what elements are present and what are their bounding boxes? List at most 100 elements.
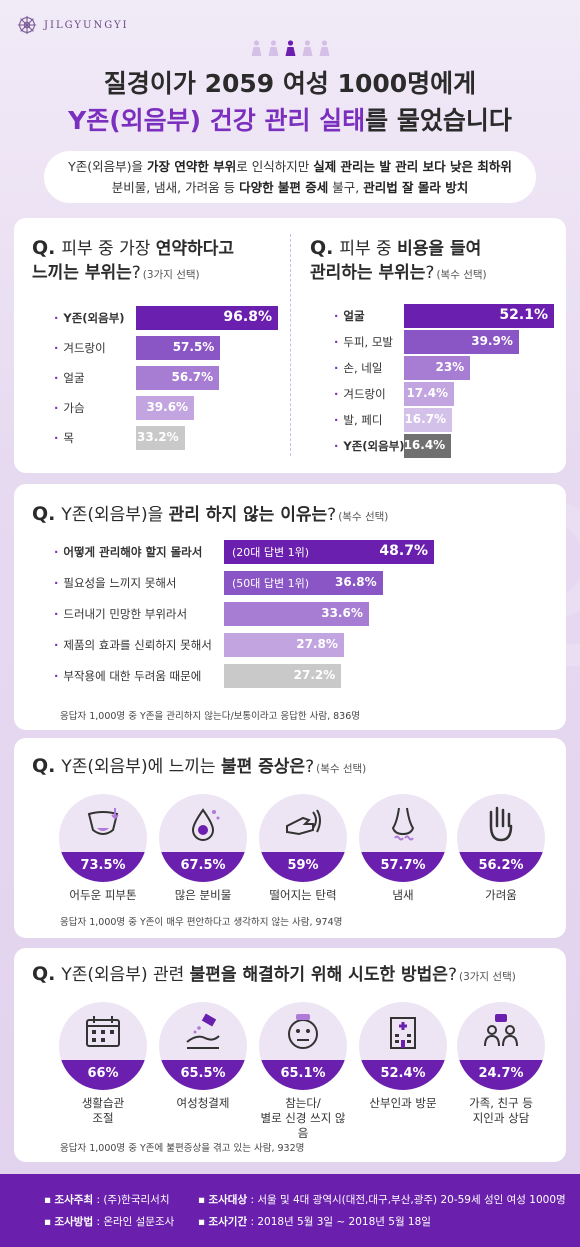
bar-category-text: 제품의 효과를 신뢰하지 못해서 (63, 638, 212, 652)
bullet-dot: · (54, 341, 59, 355)
percent-label: 65.5% (159, 1060, 247, 1090)
cleanser-icon (186, 1013, 220, 1049)
bar-category-label: · 어떻게 관리해야 할지 몰라서 (54, 544, 202, 560)
percent-label: 59% (259, 852, 347, 882)
bar-value-label: 57.5% (172, 340, 215, 354)
q3-note: (복수 선택) (338, 511, 389, 523)
footer-period: ▪ 조사기간 : 2018년 5월 3일 ~ 2018년 5월 18일 (198, 1216, 431, 1228)
bar-category-text: 얼굴 (343, 309, 365, 323)
percent-label: 24.7% (457, 1060, 545, 1090)
bar-category-text: 발, 페디 (343, 413, 383, 427)
bar-row: · 목 33.2% (54, 426, 278, 450)
q4-qmark: ? (305, 757, 315, 777)
bar-category-label: · 발, 페디 (334, 412, 382, 428)
icon-circle: 59% (259, 794, 347, 882)
icon-circle: 24.7% (457, 1002, 545, 1090)
q1-bold-2: 느끼는 부위는 (32, 263, 132, 283)
bullet-dot: · (334, 413, 339, 427)
q1-qmark: ? (131, 263, 141, 283)
icon-circle: 66% (59, 1002, 147, 1090)
summary-bold: 관리법 잘 몰라 방치 (363, 180, 469, 195)
q4-note: (복수 선택) (316, 763, 367, 775)
bar-category-label: · 가슴 (54, 400, 85, 416)
rank-tag: (50대 답변 1위) (232, 577, 310, 590)
bar-value-label: 56.7% (171, 370, 214, 384)
droplet-icon (191, 808, 220, 841)
chart-tried-solutions: 66% 생활습관 조절 65.5% 여성청결제 65.1% 참는다/별로 신경 쓰지 않음 5… (14, 1002, 566, 1142)
conversation-icon (484, 1014, 518, 1047)
bullet-dot: · (334, 387, 339, 401)
percent-label: 67.5% (159, 852, 247, 882)
summary-bold: 다양한 불편 증세 (239, 180, 329, 195)
bar: 57.5% (136, 336, 221, 360)
footer-value: 서울 및 4대 광역시(대전,대구,부산,광주) 20-59세 성인 여성 10… (257, 1194, 566, 1206)
bar-category-text: 드러내기 민망한 부위라서 (63, 607, 188, 621)
card-q5: Q. Y존(외음부) 관련 불편을 해결하기 위해 시도한 방법은? (3가지 선택… (14, 948, 566, 1162)
symptom-item: 67.5% 많은 분비물 (159, 794, 247, 903)
icon-circle: 73.5% (59, 794, 147, 882)
bar: 23% (404, 356, 471, 380)
bar-row: · Y존(외음부) 16.4% (334, 434, 554, 458)
q5-note: (3가지 선택) (458, 971, 516, 983)
q-mark: Q. (32, 755, 56, 777)
women-group-icon (250, 40, 331, 56)
bar-row: · 발, 페디 16.7% (334, 408, 554, 432)
bar: 33.2% (136, 426, 185, 450)
q5-footnote: 응답자 1,000명 중 Y존에 불편증상을 겪고 있는 사람, 932명 (60, 1143, 305, 1154)
bullet-dot: · (334, 335, 339, 349)
q5-qmark: ? (447, 965, 457, 985)
icon-caption: 여성청결제 (176, 1096, 230, 1110)
bar: (50대 답변 1위) 36.8% (224, 571, 383, 595)
symptom-item: 65.1% 참는다/별로 신경 쓰지 않음 (259, 1002, 347, 1141)
survey-info-footer: ▪ 조사주최 : (주)한국리서치 ▪ 조사방법 : 온라인 설문조사 ▪ 조사… (0, 1174, 580, 1247)
footer-key: 조사주최 (54, 1194, 94, 1206)
q2-bold: 비용을 들여 (397, 239, 482, 259)
bar-value-label: 52.1% (499, 307, 548, 323)
bar-value-label: 16.7% (404, 412, 447, 426)
bar-category-text: Y존(외음부) (343, 439, 405, 453)
title-rest: 를 물었습니다 (365, 106, 512, 135)
bar-row: · 부작용에 대한 두려움 때문에 27.2% (54, 664, 434, 688)
icon-caption: 많은 분비물 (174, 888, 232, 902)
bar-category-label: · 겨드랑이 (54, 340, 106, 356)
bullet-dot: · (54, 669, 59, 683)
bar-category-label: · Y존(외음부) (334, 438, 405, 454)
icon-circle: 52.4% (359, 1002, 447, 1090)
summary-bold: 가장 연약한 부위 (147, 159, 237, 174)
q3-text: Y존(외음부)을 (61, 505, 169, 525)
summary-text: 분비물, 냄새, 가려움 등 (111, 180, 240, 195)
flower-logo-icon (17, 15, 37, 35)
bullet-dot: · (54, 371, 59, 385)
q5-text: Y존(외음부) 관련 (61, 965, 190, 985)
icon-caption: 가려움 (485, 888, 517, 902)
footer-sponsor: ▪ 조사주최 : (주)한국리서치 (44, 1194, 170, 1206)
bar: 17.4% (404, 382, 455, 406)
summary-text: 로 인식하지만 (236, 159, 314, 174)
symptom-item: 73.5% 어두운 피부톤 (59, 794, 147, 903)
summary-line-1: Y존(외음부)을 가장 연약한 부위로 인식하지만 실제 관리는 발 관리 보다… (44, 156, 536, 177)
icon-caption: 산부인과 방문 (369, 1096, 437, 1110)
bar-value-label: 36.8% (335, 575, 377, 589)
symptom-item: 52.4% 산부인과 방문 (359, 1002, 447, 1111)
symptom-item: 56.2% 가려움 (457, 794, 545, 903)
summary-text: 불구, (328, 180, 364, 195)
hospital-icon (390, 1017, 416, 1049)
bar-row: · 제품의 효과를 신뢰하지 못해서 27.8% (54, 633, 434, 657)
bar-row: · 필요성을 느끼지 못해서 (50대 답변 1위) 36.8% (54, 571, 434, 595)
calendar-icon (86, 1016, 120, 1047)
bar-category-label: · 제품의 효과를 신뢰하지 못해서 (54, 637, 212, 653)
brand-logo: JILGYUNGYI (16, 14, 129, 36)
symptom-item: 24.7% 가족, 친구 등 지인과 상담 (457, 1002, 545, 1126)
bar-value-label: 96.8% (223, 309, 272, 325)
bar-value-label: 27.2% (293, 668, 336, 682)
neutral-face-icon (288, 1014, 318, 1049)
bar-row: · 겨드랑이 57.5% (54, 336, 278, 360)
summary-text: Y존(외음부)을 (68, 159, 148, 174)
bar-category-text: 겨드랑이 (343, 387, 386, 401)
scratch-hand-icon (489, 806, 513, 842)
q3-bold: 관리 하지 않는 이유는 (168, 505, 328, 525)
footer-value: 온라인 설문조사 (103, 1216, 175, 1228)
chart-no-care-reasons: · 어떻게 관리해야 할지 몰라서 (20대 답변 1위) 48.7% · 필요성을 느끼… (54, 540, 554, 690)
q1-text: 피부 중 가장 (61, 239, 156, 259)
q2-note: (복수 선택) (436, 269, 487, 281)
